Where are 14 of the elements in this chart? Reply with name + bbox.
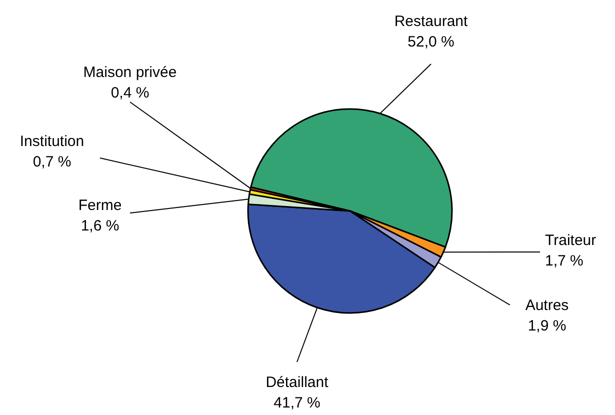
- slice-label: Détaillant: [266, 374, 330, 391]
- data-label: 0,4 %: [110, 84, 150, 102]
- data-label: 1,9 %: [528, 317, 566, 334]
- data-label: 52,0 %: [408, 33, 454, 50]
- slice-label: Restaurant: [394, 13, 469, 30]
- slice-label: Institution: [20, 133, 84, 150]
- data-label: 1,6 %: [80, 217, 120, 234]
- slice-label: Traiteur: [545, 232, 596, 249]
- slice-label: Maison privée: [83, 64, 177, 81]
- data-label: 1,7 %: [545, 252, 584, 270]
- data-label: 41,7 %: [274, 394, 320, 412]
- data-label: 0,7 %: [32, 153, 72, 170]
- slice-label: Ferme: [78, 197, 122, 214]
- slice-label: Autres: [525, 297, 569, 314]
